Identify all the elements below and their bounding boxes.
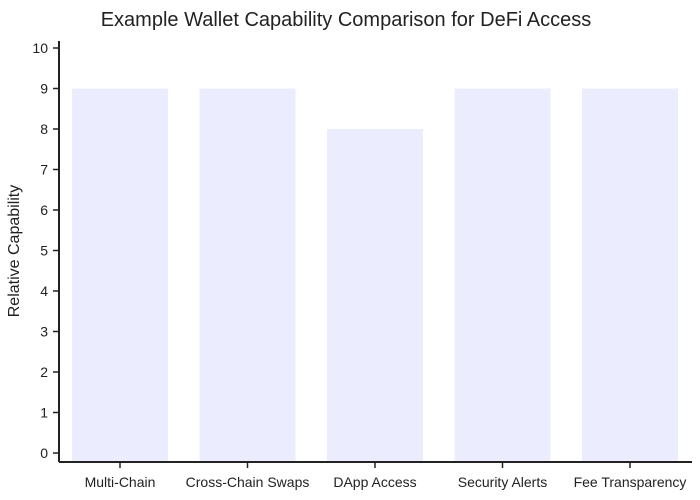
y-tick-label: 3 <box>40 324 48 340</box>
y-tick-label: 9 <box>40 81 48 97</box>
x-tick-label: Multi-Chain <box>85 474 156 490</box>
bar-fee-transparency <box>582 88 678 462</box>
x-tick-label: Cross-Chain Swaps <box>186 474 310 490</box>
y-tick-label: 5 <box>40 243 48 259</box>
y-axis-label: Relative Capability <box>6 185 23 318</box>
chart-title: Example Wallet Capability Comparison for… <box>101 9 592 31</box>
y-ticks: 0 1 2 3 4 5 6 7 8 9 10 <box>32 40 59 461</box>
bar-security-alerts <box>454 88 551 462</box>
x-ticks: Multi-Chain Cross-Chain Swaps DApp Access S… <box>85 462 687 490</box>
bars-layer <box>72 88 678 462</box>
x-tick-label: Security Alerts <box>458 474 547 490</box>
y-tick-label: 0 <box>40 445 48 461</box>
bar-cross-chain-swaps <box>199 88 296 462</box>
y-tick-label: 6 <box>40 202 48 218</box>
y-tick-label: 7 <box>40 162 48 178</box>
y-tick-label: 8 <box>40 121 48 137</box>
bar-multi-chain <box>72 88 168 462</box>
y-tick-label: 10 <box>32 40 48 56</box>
y-tick-label: 1 <box>40 405 48 421</box>
y-tick-label: 2 <box>40 364 48 380</box>
y-tick-label: 4 <box>40 283 48 299</box>
x-tick-label: Fee Transparency <box>574 474 687 490</box>
x-tick-label: DApp Access <box>333 474 416 490</box>
bar-dapp-access <box>327 129 423 462</box>
